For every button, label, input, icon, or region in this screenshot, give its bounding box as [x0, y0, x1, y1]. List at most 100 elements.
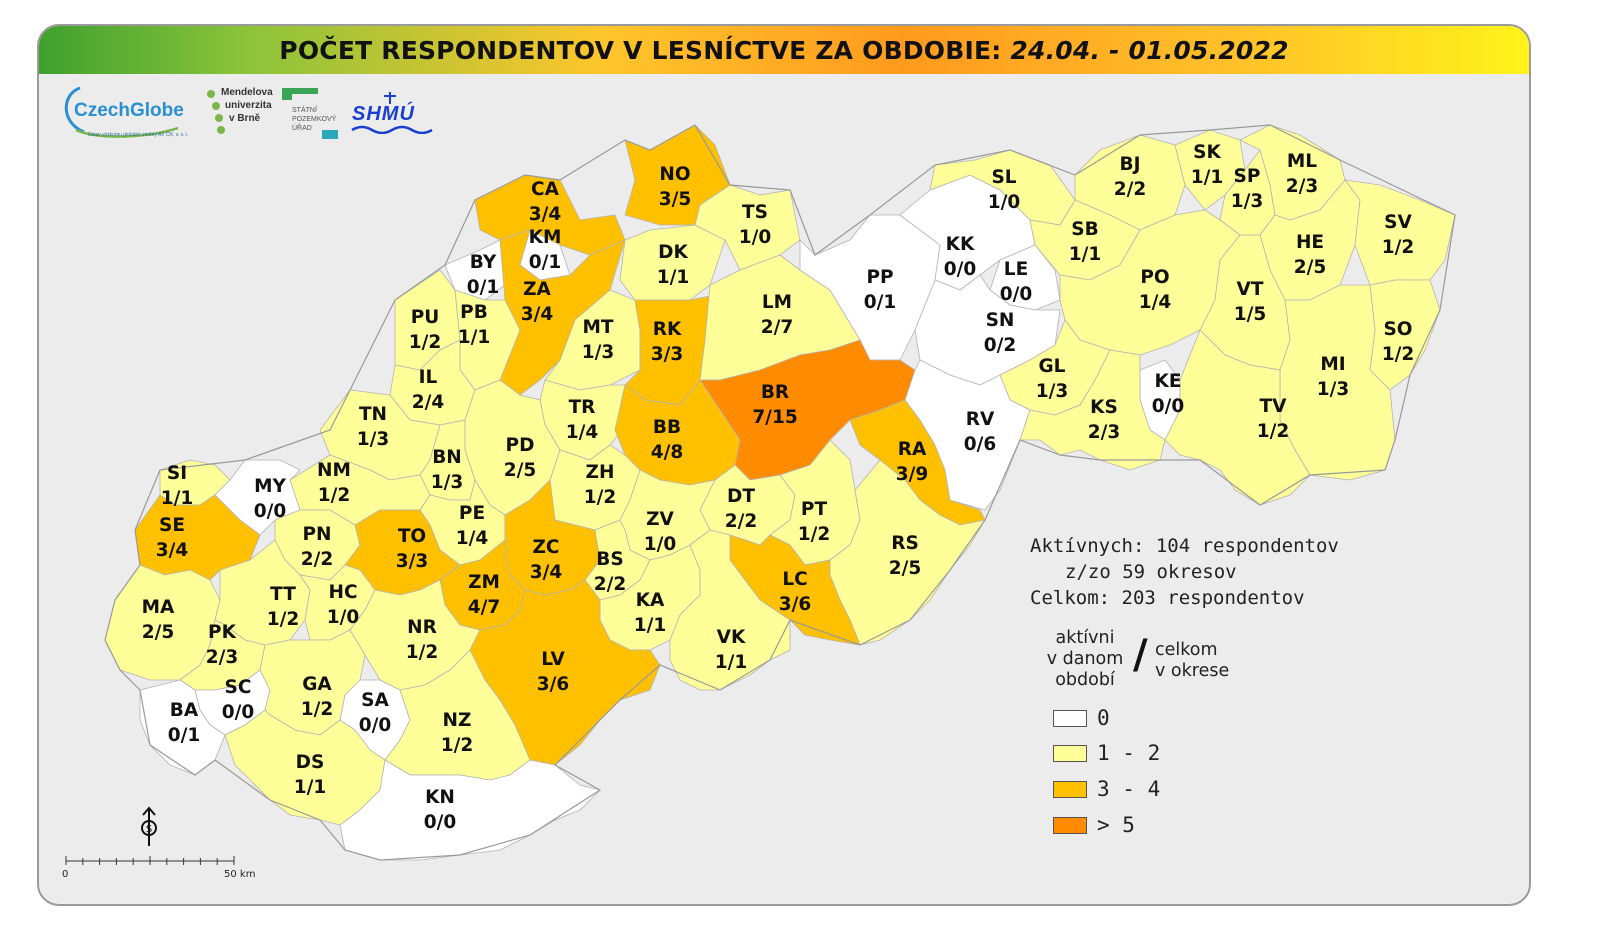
district-value-nz: 1/2	[441, 735, 474, 756]
district-code-pp: PP	[866, 267, 893, 288]
district-value-sk: 1/1	[1191, 167, 1224, 188]
district-value-bn: 1/3	[431, 472, 464, 493]
district-value-rs: 2/5	[889, 558, 922, 579]
district-code-rs: RS	[891, 533, 919, 554]
district-value-sc: 0/0	[222, 702, 255, 723]
district-value-pt: 1/2	[798, 524, 831, 545]
district-code-lv: LV	[541, 649, 565, 670]
legend-swatch-mid	[1053, 780, 1087, 798]
district-code-zh: ZH	[586, 462, 615, 483]
spu-logo: STÁTNÍ POZEMKOVÝ ÚŘAD	[282, 88, 342, 140]
district-value-ts: 1/0	[739, 227, 772, 248]
district-value-vt: 1/5	[1234, 304, 1267, 325]
district-code-pd: PD	[506, 435, 535, 456]
mendelu-line-2: univerzita	[225, 100, 272, 111]
district-value-sa: 0/0	[359, 715, 392, 736]
district-code-rk: RK	[653, 319, 682, 340]
district-value-si: 1/1	[161, 488, 194, 509]
district-mt	[544, 289, 641, 391]
district-code-rv: RV	[966, 409, 995, 430]
mendelu-line-3: v Brně	[229, 113, 261, 124]
district-value-dk: 1/1	[657, 267, 690, 288]
district-code-mt: MT	[582, 317, 613, 338]
district-dk	[619, 224, 726, 301]
district-code-po: PO	[1140, 267, 1169, 288]
mendelu-dots-icon	[207, 90, 225, 134]
legend-item-high: > 5	[1053, 813, 1135, 837]
legend-active-line-3: období	[1055, 670, 1115, 690]
district-code-nr: NR	[407, 617, 437, 638]
district-code-dt: DT	[727, 486, 755, 507]
district-code-si: SI	[167, 463, 187, 484]
legend-item-low: 1 - 2	[1053, 741, 1160, 765]
district-code-tr: TR	[569, 397, 596, 418]
district-code-no: NO	[659, 164, 690, 185]
district-value-rk: 3/3	[651, 344, 684, 365]
district-value-ds: 1/1	[294, 777, 327, 798]
district-code-se: SE	[159, 515, 185, 536]
country-outline	[104, 124, 1456, 861]
scale-end: 50 km	[224, 869, 256, 880]
district-value-sv: 1/2	[1382, 237, 1415, 258]
district-value-kn: 0/0	[424, 812, 457, 833]
district-code-pk: PK	[208, 622, 237, 643]
district-code-bb: BB	[653, 417, 681, 438]
district-code-by: BY	[470, 252, 497, 273]
mendelu-line-1: Mendelova	[221, 87, 273, 98]
district-code-il: IL	[419, 367, 438, 388]
district-code-sk: SK	[1193, 142, 1221, 163]
district-value-ca: 3/4	[529, 204, 562, 225]
scale-bar-ticks	[65, 856, 235, 865]
district-value-lc: 3/6	[779, 594, 812, 615]
legend-item-mid: 3 - 4	[1053, 777, 1160, 801]
district-code-so: SO	[1383, 319, 1412, 340]
district-code-kk: KK	[946, 234, 975, 255]
district-value-mi: 1/3	[1317, 379, 1350, 400]
district-code-ke: KE	[1155, 371, 1182, 392]
district-value-sn: 0/2	[984, 335, 1017, 356]
summary-total: Celkom: 203 respondentov	[1030, 587, 1305, 609]
district-value-po: 1/4	[1139, 292, 1172, 313]
legend-label-zero: 0	[1097, 706, 1110, 730]
district-code-sa: SA	[361, 690, 389, 711]
district-code-sp: SP	[1234, 166, 1261, 187]
district-code-zv: ZV	[646, 509, 674, 530]
district-value-ke: 0/0	[1152, 396, 1185, 417]
district-value-ks: 2/3	[1088, 422, 1121, 443]
district-value-tn: 1/3	[357, 429, 390, 450]
district-value-le: 0/0	[1000, 284, 1033, 305]
legend-swatch-high	[1053, 816, 1087, 834]
district-code-le: LE	[1004, 259, 1028, 280]
district-value-il: 2/4	[412, 392, 445, 413]
district-value-to: 3/3	[396, 551, 429, 572]
title-bar: POČET RESPONDENTOV V LESNÍCTVE ZA OBDOBI…	[39, 26, 1529, 74]
czechglobe-name: CzechGlobe	[74, 100, 184, 121]
district-code-sc: SC	[225, 677, 252, 698]
district-code-bn: BN	[432, 447, 462, 468]
district-value-se: 3/4	[156, 540, 189, 561]
czechglobe-logo: CzechGlobe Ústav výzkumu globální změny …	[58, 82, 203, 142]
district-code-nm: NM	[317, 460, 351, 481]
district-code-pe: PE	[459, 503, 485, 524]
legend-label-high: > 5	[1097, 813, 1135, 837]
legend-swatch-zero	[1053, 709, 1087, 727]
district-value-tt: 1/2	[267, 609, 300, 630]
district-value-ra: 3/9	[896, 464, 929, 485]
map-title: POČET RESPONDENTOV V LESNÍCTVE ZA OBDOBI…	[279, 36, 1288, 65]
district-value-lv: 3/6	[537, 674, 570, 695]
spu-green-bar-icon	[292, 88, 318, 94]
district-value-sb: 1/1	[1069, 244, 1102, 265]
district-code-sv: SV	[1384, 212, 1412, 233]
district-value-bs: 2/2	[594, 574, 627, 595]
svg-text:S: S	[146, 824, 152, 835]
district-value-dt: 2/2	[725, 511, 758, 532]
spu-line-2: POZEMKOVÝ	[292, 116, 337, 123]
district-code-pn: PN	[302, 524, 331, 545]
district-value-bj: 2/2	[1114, 179, 1147, 200]
district-code-sb: SB	[1071, 219, 1098, 240]
district-value-ml: 2/3	[1286, 176, 1319, 197]
legend-swatch-low	[1053, 744, 1087, 762]
legend-active-line-2: v danom	[1046, 649, 1124, 669]
district-code-zc: ZC	[533, 537, 560, 558]
district-value-br: 7/15	[752, 407, 797, 428]
